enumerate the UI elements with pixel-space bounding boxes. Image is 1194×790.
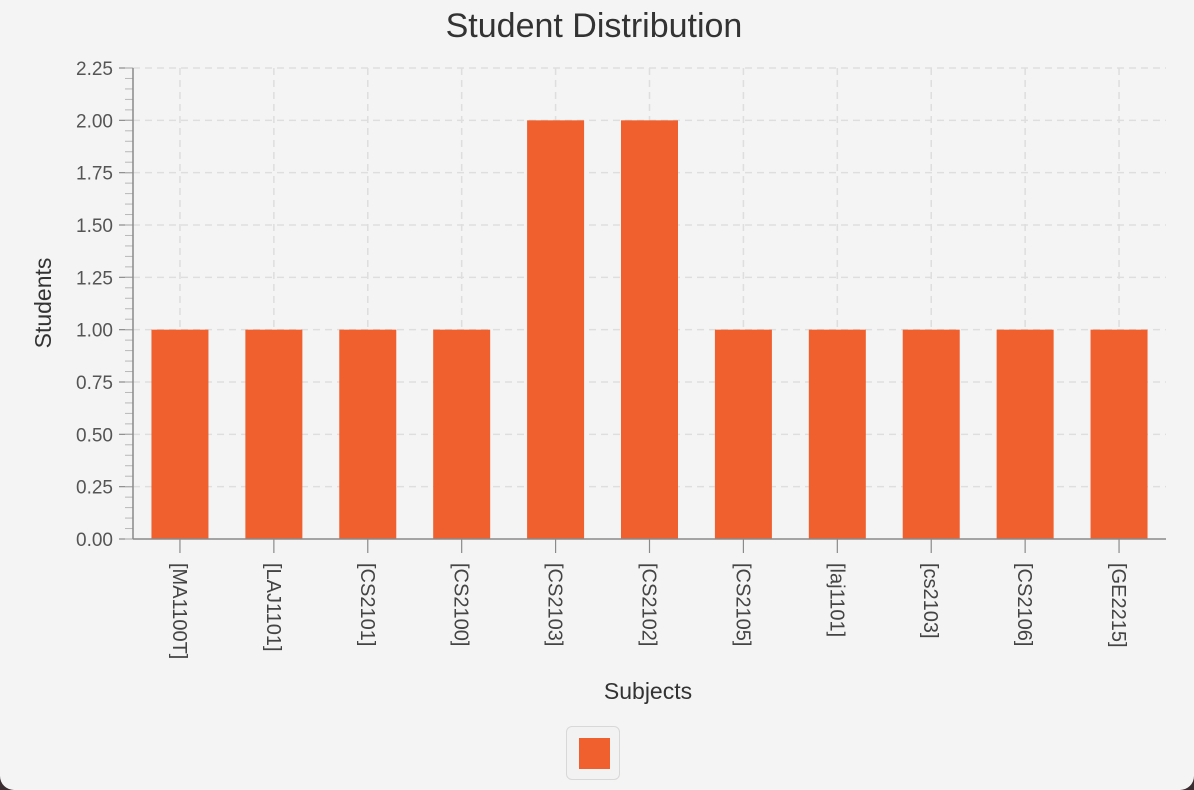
legend: [566, 726, 620, 780]
bar[interactable]: [621, 120, 678, 539]
bar[interactable]: [339, 329, 397, 539]
bar[interactable]: [808, 329, 866, 539]
y-tick-labels: 0.00 0.25 0.50 0.75 1.00 1.25 1.50 1.75 2.00 2.25: [76, 59, 113, 551]
y-axis-label: Students: [30, 258, 56, 349]
bar[interactable]: [714, 329, 772, 539]
x-tick-label: [CS2101]: [356, 563, 378, 646]
legend-swatch: [579, 738, 610, 769]
y-tick-label: 1.50: [76, 216, 113, 237]
y-tick-label: 1.75: [76, 164, 113, 185]
chart-title: Student Distribution: [446, 7, 743, 45]
y-tick-label: 0.50: [76, 425, 113, 446]
x-tick-label: [laj1101]: [825, 563, 847, 637]
x-tick-label: [CS2103]: [544, 563, 566, 646]
x-tick-label: [CS2105]: [731, 563, 753, 646]
y-tick-label: 0.00: [76, 530, 113, 551]
x-tick-label: [CS2106]: [1013, 563, 1035, 646]
axes: [119, 67, 1166, 553]
x-tick-label: [CS2102]: [638, 563, 660, 646]
y-tick-label: 2.00: [76, 111, 113, 132]
y-tick-label: 0.75: [76, 373, 113, 394]
x-tick-label: [LAJ1101]: [262, 563, 284, 652]
y-tick-label: 0.25: [76, 478, 113, 499]
bars: [151, 120, 1148, 539]
x-axis-label: Subjects: [604, 678, 692, 704]
bar[interactable]: [527, 120, 585, 539]
x-tick-labels: [MA1100T] [LAJ1101] [CS2101] [CS2100] [CS210…: [168, 563, 1129, 659]
bar[interactable]: [1090, 329, 1148, 539]
x-tick-label: [cs2103]: [919, 563, 941, 639]
x-tick-label: [GE2215]: [1107, 563, 1129, 648]
bar[interactable]: [902, 329, 960, 539]
bar[interactable]: [433, 329, 491, 539]
bar[interactable]: [996, 329, 1054, 539]
x-tick-label: [CS2100]: [450, 563, 472, 646]
x-tick-label: [MA1100T]: [168, 563, 190, 659]
bar[interactable]: [245, 329, 303, 539]
bar[interactable]: [151, 329, 209, 539]
y-tick-label: 2.25: [76, 59, 113, 80]
y-tick-label: 1.00: [76, 321, 113, 342]
y-tick-label: 1.25: [76, 268, 113, 289]
